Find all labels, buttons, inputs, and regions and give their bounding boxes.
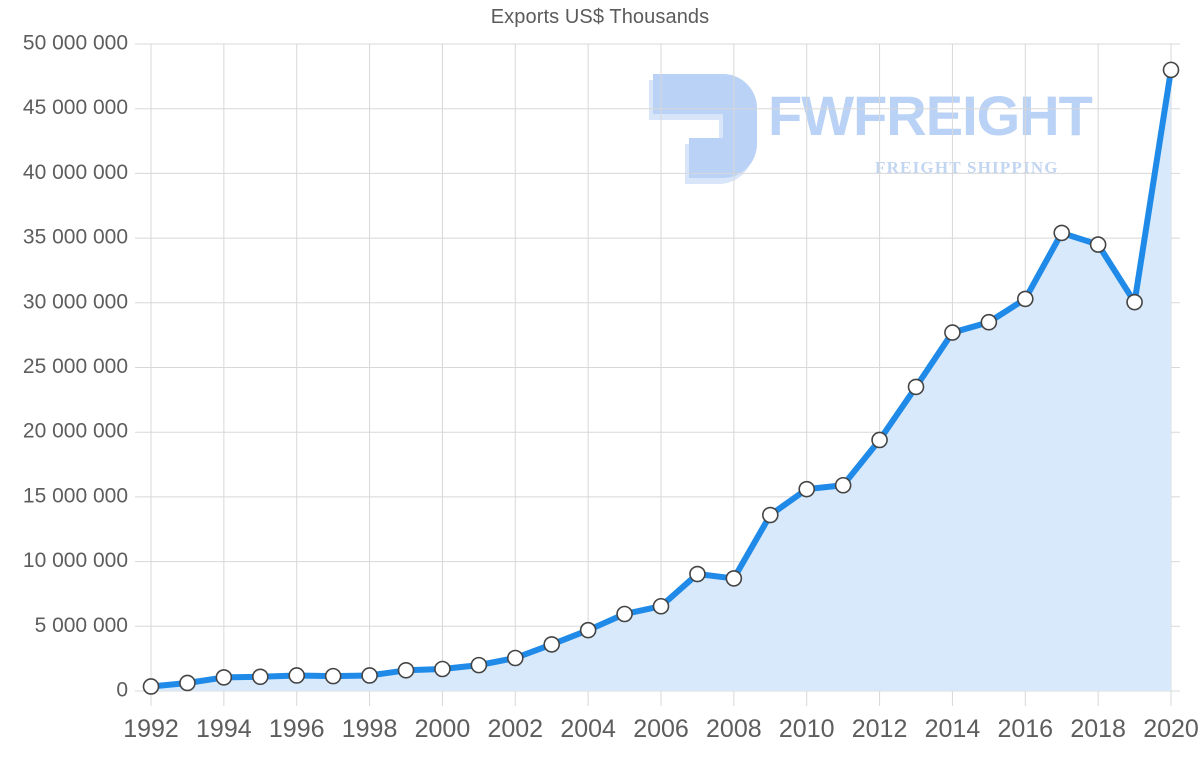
data-point-marker[interactable] [652,597,670,615]
data-point-markers [142,61,1180,695]
y-axis-tick-label: 35 000 000 [23,226,128,249]
data-point-marker[interactable] [543,636,561,653]
y-axis-tick-label: 20 000 000 [23,420,128,443]
data-point-marker[interactable] [725,570,743,587]
x-axis-tick-label: 1996 [269,715,325,743]
data-point-marker[interactable] [324,667,342,685]
data-point-marker[interactable] [579,621,597,639]
data-point-marker[interactable] [834,476,852,494]
area-fill [151,69,1171,691]
x-axis-tick-label: 2020 [1143,715,1199,743]
series-area-fill [151,69,1171,691]
x-axis-tick-label: 2006 [633,715,689,743]
data-point-marker[interactable] [907,378,925,396]
data-point-marker[interactable] [1126,293,1143,311]
y-axis-tick-label: 0 [116,679,128,702]
x-axis-tick-label: 2002 [487,715,543,743]
x-axis-labels: 1992 1994 1996 1998 2000 2002 2004 2006 2008 2010… [123,715,1199,743]
x-axis-tick-label: 2018 [1070,715,1126,743]
data-point-marker[interactable] [251,668,269,686]
y-axis-tick-label: 5 000 000 [35,614,128,637]
data-point-marker[interactable] [798,480,816,498]
data-point-marker[interactable] [1162,61,1180,79]
y-axis-tick-label: 15 000 000 [23,484,128,507]
data-point-marker[interactable] [215,669,233,686]
y-axis-tick-label: 45 000 000 [23,96,128,119]
x-axis-tick-label: 1994 [196,715,252,743]
x-axis-tick-label: 1998 [342,715,398,743]
data-point-marker[interactable] [761,506,779,524]
y-axis-tick-label: 40 000 000 [23,161,128,184]
data-point-marker[interactable] [506,649,524,667]
data-point-marker[interactable] [397,661,415,679]
data-point-marker[interactable] [1016,290,1034,308]
data-point-marker[interactable] [1053,224,1071,242]
chart-title: Exports US$ Thousands [490,6,710,28]
x-axis-tick-label: 2012 [852,715,908,743]
x-axis-tick-label: 2014 [925,715,981,743]
y-axis-tick-label: 30 000 000 [23,290,128,313]
data-point-marker[interactable] [980,313,998,331]
data-point-marker[interactable] [470,656,488,674]
y-axis-labels: 0 5 000 000 10 000 000 15 000 000 20 000 000… [23,32,128,702]
data-point-marker[interactable] [1089,236,1107,253]
x-axis-tick-label: 2000 [415,715,471,743]
y-axis-tick-label: 25 000 000 [23,355,128,378]
x-axis-tick-label: 2004 [560,715,616,743]
data-point-marker[interactable] [944,324,961,341]
data-point-marker[interactable] [616,605,633,623]
data-point-marker[interactable] [142,678,160,695]
data-point-marker[interactable] [871,431,888,449]
data-point-marker[interactable] [288,667,306,684]
data-point-marker[interactable] [361,667,378,684]
x-axis-tick-label: 2008 [706,715,762,743]
data-point-marker[interactable] [689,565,706,583]
data-point-marker[interactable] [179,674,196,692]
x-axis-tick-label: 2010 [779,715,835,743]
y-axis-tick-label: 10 000 000 [23,549,128,572]
data-point-marker[interactable] [434,660,451,678]
y-axis-tick-label: 50 000 000 [23,32,128,55]
x-axis-tick-label: 1992 [123,715,179,743]
x-axis-tick-label: 2016 [997,715,1053,743]
